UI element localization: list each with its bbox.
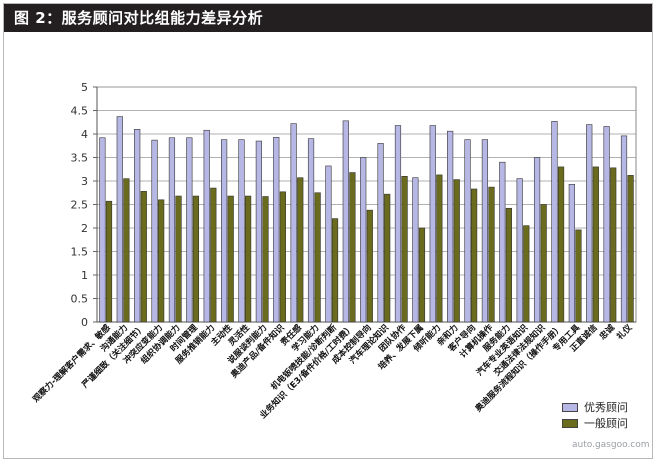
bar-series2 xyxy=(488,186,495,323)
bar-series1 xyxy=(394,125,402,323)
bar-series1 xyxy=(151,139,158,323)
bar-series2 xyxy=(384,193,391,323)
bar-series1 xyxy=(186,137,193,323)
y-tick-label: 4 xyxy=(81,128,88,141)
bar-series1 xyxy=(168,137,176,323)
bar-series2 xyxy=(505,207,512,323)
bar-series1 xyxy=(255,140,262,323)
bar-series1 xyxy=(134,129,141,323)
y-tick-label: 2.5 xyxy=(71,199,89,212)
bar-series1 xyxy=(377,143,384,323)
bar-series2 xyxy=(436,174,443,323)
bar-series2 xyxy=(105,200,113,323)
category-label: 忠诚 xyxy=(597,322,617,342)
bar-series1 xyxy=(481,139,489,323)
y-tick-label: 2 xyxy=(81,222,88,235)
bar-series1 xyxy=(290,123,297,323)
y-tick-label: 0 xyxy=(81,316,88,329)
legend-label-series1: 优秀顾问 xyxy=(584,401,628,414)
legend-item-series2: 一般顾问 xyxy=(562,415,628,431)
bar-series2 xyxy=(592,166,599,323)
bar-series1 xyxy=(99,137,106,323)
bar-series2 xyxy=(523,225,530,323)
bar-series2 xyxy=(175,195,182,323)
bar-series1 xyxy=(412,177,419,323)
bar-series2 xyxy=(279,191,286,323)
bar-series1 xyxy=(429,125,436,323)
bar-series2 xyxy=(123,178,130,323)
watermark: auto.gasgoo.com xyxy=(572,440,650,450)
bar-series2 xyxy=(349,172,356,323)
y-tick-label: 1.5 xyxy=(71,246,89,259)
bar-series2 xyxy=(540,204,547,323)
y-tick-label: 4.5 xyxy=(71,105,89,118)
bar-series1 xyxy=(586,124,593,323)
bar-series1 xyxy=(116,116,123,323)
bar-series2 xyxy=(192,195,200,323)
legend: 优秀顾问 一般顾问 xyxy=(562,399,628,431)
bar-series2 xyxy=(210,187,217,323)
bar-series1 xyxy=(238,139,245,323)
y-tick-label: 3 xyxy=(81,175,88,188)
legend-label-series2: 一般顾问 xyxy=(584,417,628,430)
bar-series2 xyxy=(471,188,478,323)
bar-series2 xyxy=(610,167,617,323)
bar-series2 xyxy=(575,229,582,323)
title-bar: 图 2：服务顾问对比组能力差异分析 xyxy=(4,4,652,32)
bar-series2 xyxy=(627,175,634,323)
bar-series1 xyxy=(464,139,471,323)
bar-series2 xyxy=(297,177,304,323)
chart-title: 图 2：服务顾问对比组能力差异分析 xyxy=(14,9,264,27)
bar-series2 xyxy=(557,166,565,323)
category-label: 礼仪 xyxy=(615,322,635,342)
y-tick-label: 3.5 xyxy=(71,152,89,165)
bar-series2 xyxy=(331,218,339,323)
bar-series2 xyxy=(401,176,408,323)
y-tick-label: 0.5 xyxy=(71,293,89,306)
bar-series2 xyxy=(262,196,269,323)
bar-series1 xyxy=(516,178,523,323)
bar-series1 xyxy=(221,139,228,323)
y-tick-label: 1 xyxy=(81,269,88,282)
bar-series2 xyxy=(158,199,165,323)
bar-series1 xyxy=(325,165,332,323)
bar-series2 xyxy=(314,192,321,323)
bar-series1 xyxy=(533,157,541,323)
bar-series1 xyxy=(568,183,575,323)
bar-series1 xyxy=(307,138,315,323)
bar-series1 xyxy=(603,126,610,323)
bar-series1 xyxy=(273,136,280,323)
bar-series2 xyxy=(366,209,373,323)
y-tick-label: 5 xyxy=(81,81,88,94)
bar-series2 xyxy=(244,195,252,323)
bar-series1 xyxy=(360,157,367,323)
bar-series1 xyxy=(342,120,349,323)
bar-series2 xyxy=(453,179,460,323)
legend-swatch-series1 xyxy=(562,402,578,412)
bar-series1 xyxy=(551,121,558,323)
legend-swatch-series2 xyxy=(562,418,578,428)
bar-series1 xyxy=(447,130,454,323)
legend-item-series1: 优秀顾问 xyxy=(562,399,628,415)
bar-series1 xyxy=(499,161,506,323)
bar-series2 xyxy=(227,195,234,323)
bar-series2 xyxy=(418,227,426,323)
bar-series2 xyxy=(140,191,147,323)
bar-series1 xyxy=(620,135,628,323)
bar-series1 xyxy=(203,129,210,323)
